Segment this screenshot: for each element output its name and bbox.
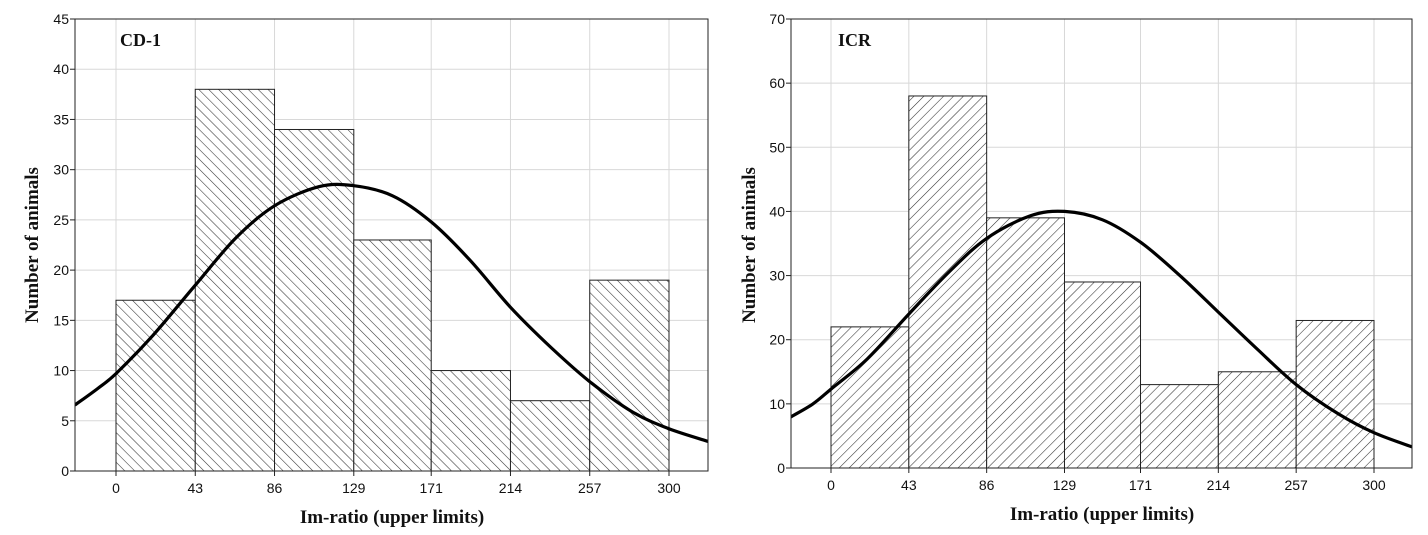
y-tick-label: 10: [769, 396, 785, 412]
x-tick-label: 257: [578, 480, 602, 496]
histogram-bar: [1063, 281, 1142, 469]
frame-cd1: [74, 18, 709, 472]
histogram-bar: [115, 299, 196, 472]
frame-icr: [790, 18, 1413, 469]
fit-curve: [791, 209, 1412, 449]
y-tick-label: 40: [769, 203, 785, 219]
histogram-bar: [353, 239, 432, 472]
y-tick-label: 20: [769, 332, 785, 348]
x-tick-label: 0: [112, 480, 120, 496]
chart-panel-icr: 0 43 86 129 171 214 257 300 0 10 20 30 40 50 60 70 ICR…: [739, 11, 1413, 525]
fit-curve: [75, 182, 708, 444]
y-axis-title-icr: Number of animals: [739, 167, 760, 323]
histogram-bar: [430, 370, 511, 472]
x-tick-label: 86: [267, 480, 283, 496]
y-tick-label: 15: [53, 312, 69, 328]
y-ticks-cd1: 0 5 10 15 20 25 30 35 40 45: [53, 11, 75, 479]
plot-frame: [74, 18, 709, 472]
y-tick-label: 0: [777, 460, 785, 476]
histogram-bar: [194, 88, 276, 472]
histogram-bar: [908, 95, 988, 469]
y-tick-label: 20: [53, 262, 69, 278]
x-tick-label: 0: [827, 477, 835, 493]
plot-frame: [790, 18, 1413, 469]
y-tick-label: 5: [61, 413, 69, 429]
panel-label-cd1: CD-1: [120, 30, 161, 50]
histogram-bar: [589, 279, 670, 472]
y-ticks-icr: 0 10 20 30 40 50 60 70: [769, 11, 791, 476]
histogram-bar: [830, 326, 910, 469]
x-tick-label: 43: [187, 480, 203, 496]
y-tick-label: 35: [53, 111, 69, 127]
x-tick-label: 129: [342, 480, 366, 496]
y-tick-label: 10: [53, 363, 69, 379]
y-axis-title-cd1: Number of animals: [22, 167, 43, 323]
x-tick-label: 300: [1362, 477, 1386, 493]
histogram-bar: [986, 217, 1065, 469]
y-tick-label: 40: [53, 61, 69, 77]
x-tick-label: 86: [979, 477, 995, 493]
fit-curve-icr-group: [791, 209, 1412, 449]
histogram-bar: [1217, 371, 1297, 469]
bars-icr: [830, 95, 1375, 469]
x-tick-label: 214: [499, 480, 523, 496]
y-tick-label: 25: [53, 212, 69, 228]
chart-panel-cd1: 0 43 86 129 171 214 257 300 051015202530354045 …: [22, 11, 709, 528]
x-tick-label: 214: [1207, 477, 1231, 493]
y-tick-label: 30: [769, 268, 785, 284]
x-tick-label: 171: [1129, 477, 1153, 493]
x-axis-title-icr: Im-ratio (upper limits): [1010, 504, 1194, 525]
x-tick-label: 129: [1053, 477, 1077, 493]
y-tick-label: 0: [61, 463, 69, 479]
histogram-bar: [1140, 384, 1219, 469]
x-axis-title-cd1: Im-ratio (upper limits): [300, 507, 484, 528]
x-tick-label: 43: [901, 477, 917, 493]
x-ticks-cd1: 0 43 86 129 171 214 257 300: [112, 471, 681, 496]
histogram-bar: [274, 128, 355, 472]
y-tick-label: 45: [53, 11, 69, 27]
x-tick-label: 257: [1284, 477, 1308, 493]
x-tick-label: 171: [420, 480, 444, 496]
bars-cd1: [115, 88, 670, 472]
y-tick-label: 70: [769, 11, 785, 27]
x-ticks-icr: 0 43 86 129 171 214 257 300: [827, 468, 1386, 493]
x-tick-label: 300: [657, 480, 681, 496]
panel-label-icr: ICR: [838, 30, 872, 50]
fit-curve-cd1-group: [75, 182, 708, 444]
y-tick-label: 30: [53, 162, 69, 178]
y-tick-label: 50: [769, 139, 785, 155]
y-tick-label: 60: [769, 75, 785, 91]
histogram-bar: [509, 400, 591, 472]
